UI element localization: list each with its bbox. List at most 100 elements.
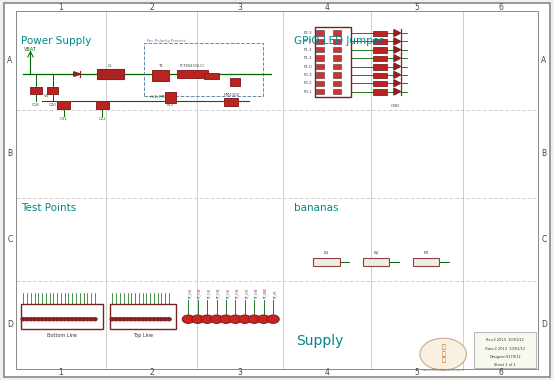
Circle shape	[133, 318, 137, 321]
Text: T1: T1	[158, 64, 163, 68]
Text: TP_CH2: TP_CH2	[198, 288, 202, 298]
Text: 5: 5	[414, 368, 419, 377]
Circle shape	[21, 318, 25, 321]
Polygon shape	[394, 38, 401, 45]
Polygon shape	[394, 30, 401, 36]
Text: B: B	[7, 149, 13, 158]
Circle shape	[140, 318, 145, 321]
Text: Sheet 1 of 1: Sheet 1 of 1	[494, 363, 516, 367]
Bar	[313, 258, 340, 266]
Circle shape	[159, 318, 163, 321]
Bar	[177, 70, 208, 78]
Text: C31: C31	[60, 117, 68, 121]
Circle shape	[55, 318, 59, 321]
Text: P0.1: P0.1	[303, 90, 312, 93]
Text: C22: C22	[99, 117, 106, 121]
Bar	[413, 258, 439, 266]
Text: TP_VS: TP_VS	[273, 290, 277, 298]
Bar	[333, 64, 341, 69]
Text: VBAT: VBAT	[24, 47, 37, 52]
Text: 2: 2	[149, 3, 154, 12]
Text: D: D	[7, 320, 13, 329]
Text: Top Line: Top Line	[133, 333, 153, 338]
Text: V5: V5	[44, 93, 50, 98]
Circle shape	[121, 318, 126, 321]
Text: P1.0: P1.0	[303, 65, 312, 68]
Circle shape	[163, 318, 167, 321]
Text: 4: 4	[325, 3, 329, 12]
Circle shape	[32, 318, 37, 321]
Bar	[373, 56, 387, 61]
Circle shape	[129, 318, 134, 321]
Bar	[373, 81, 387, 86]
Circle shape	[137, 318, 141, 321]
Bar	[333, 47, 341, 52]
Bar	[110, 304, 176, 329]
Text: 4: 4	[325, 368, 329, 377]
Circle shape	[93, 318, 97, 321]
Bar	[96, 101, 109, 109]
Text: C20: C20	[49, 103, 57, 107]
Bar	[363, 258, 389, 266]
Bar	[373, 48, 387, 53]
Bar	[333, 89, 341, 94]
Bar	[316, 47, 324, 52]
Text: Designer:9179/12: Designer:9179/12	[489, 355, 521, 359]
Circle shape	[167, 318, 171, 321]
Text: P1.3: P1.3	[303, 48, 312, 52]
Text: Supply: Supply	[296, 334, 344, 348]
Bar	[30, 87, 42, 94]
Bar	[373, 31, 387, 36]
Circle shape	[229, 315, 242, 323]
Polygon shape	[394, 80, 401, 87]
Polygon shape	[394, 71, 401, 78]
Circle shape	[74, 318, 78, 321]
Text: +V2_PRE: +V2_PRE	[148, 95, 167, 99]
Circle shape	[201, 315, 213, 323]
Bar	[315, 27, 351, 97]
Bar	[21, 304, 103, 329]
Text: A: A	[541, 56, 547, 65]
Circle shape	[51, 318, 55, 321]
Text: PCF8583(SLC): PCF8583(SLC)	[180, 64, 205, 68]
Text: 5: 5	[414, 3, 419, 12]
Bar	[57, 101, 70, 109]
Bar	[47, 87, 58, 94]
Polygon shape	[394, 88, 401, 95]
Circle shape	[211, 315, 223, 323]
Polygon shape	[394, 55, 401, 62]
Text: www.21ictronics.com: www.21ictronics.com	[422, 367, 465, 372]
Bar	[373, 39, 387, 44]
Circle shape	[118, 318, 122, 321]
Text: 中
电
网: 中 电 网	[442, 345, 445, 363]
Text: P2.2: P2.2	[303, 40, 312, 43]
Bar	[316, 55, 324, 61]
Bar	[333, 39, 341, 44]
Text: B1: B1	[324, 251, 329, 255]
Circle shape	[182, 315, 194, 323]
Text: TP_CH7: TP_CH7	[245, 288, 249, 298]
Text: TP_CH3: TP_CH3	[207, 288, 211, 298]
Text: HM2302: HM2302	[223, 93, 240, 97]
Bar	[316, 72, 324, 78]
Text: B: B	[541, 149, 547, 158]
Text: P0.2: P0.2	[303, 81, 312, 85]
Bar	[165, 92, 176, 103]
Circle shape	[152, 318, 156, 321]
Bar	[333, 81, 341, 86]
Circle shape	[239, 315, 251, 323]
Bar	[152, 70, 169, 81]
Bar	[144, 43, 263, 96]
Circle shape	[36, 318, 40, 321]
Text: bananas: bananas	[294, 203, 338, 213]
Bar	[474, 332, 536, 368]
Circle shape	[258, 315, 270, 323]
Circle shape	[110, 318, 115, 321]
Circle shape	[192, 315, 204, 323]
Circle shape	[70, 318, 74, 321]
Bar	[97, 69, 124, 79]
Text: 1: 1	[59, 368, 63, 377]
Circle shape	[156, 318, 160, 321]
Text: GND: GND	[391, 104, 399, 108]
Text: TP_CH1: TP_CH1	[188, 288, 192, 298]
